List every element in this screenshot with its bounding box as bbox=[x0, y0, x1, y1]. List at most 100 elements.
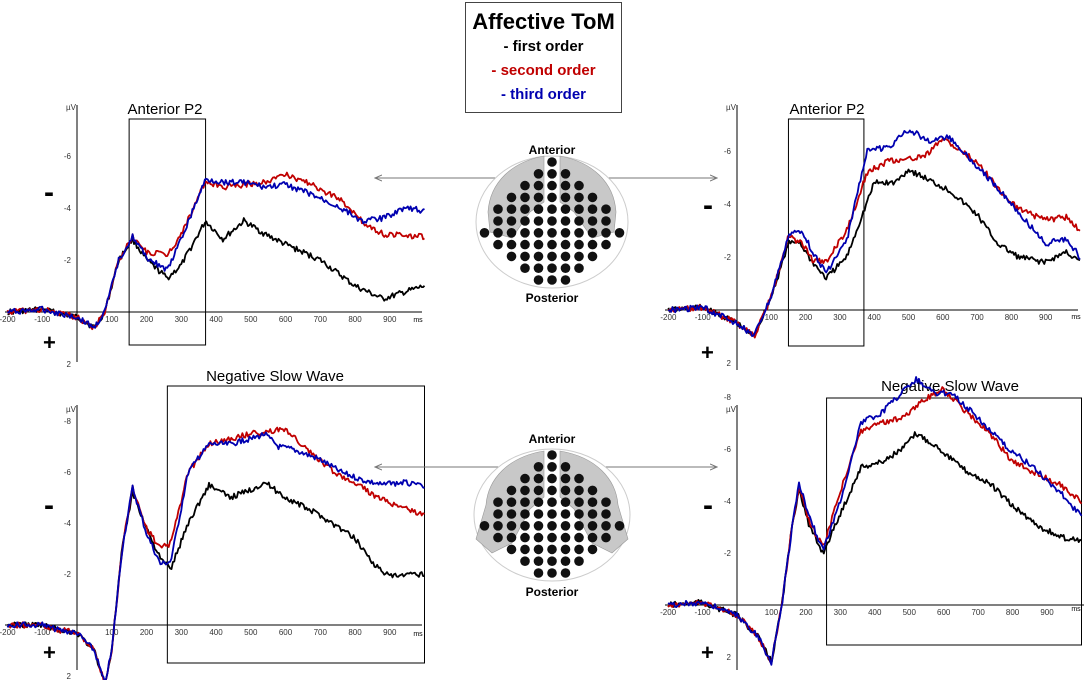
electrode-dot bbox=[601, 509, 611, 519]
x-tick-label: -100 bbox=[695, 313, 712, 322]
electrode-dot bbox=[587, 544, 598, 555]
x-tick-labels: -200 -100 100 200 300 400 500 600 700 800 900 bbox=[660, 313, 1053, 322]
erp-trace-second-order bbox=[6, 171, 425, 331]
electrode-dot bbox=[560, 180, 571, 191]
x-tick-label: -100 bbox=[34, 628, 51, 637]
erp-trace-second-order bbox=[667, 137, 1081, 339]
electrode-dot bbox=[533, 204, 544, 214]
y-tick-label: -6 bbox=[724, 445, 732, 454]
electrode-scalp-map-top: Anterior Posterior bbox=[375, 143, 717, 305]
x-tick-label: 500 bbox=[244, 315, 258, 324]
electrode-dot bbox=[587, 192, 598, 203]
electrode-dot bbox=[560, 521, 571, 531]
electrode-dot bbox=[533, 532, 544, 543]
electrode-dot bbox=[601, 521, 611, 531]
electrode-dot bbox=[533, 275, 544, 285]
x-tick-label: 700 bbox=[970, 313, 984, 322]
x-tick-label: 300 bbox=[834, 608, 848, 617]
x-tick-label: -200 bbox=[660, 313, 677, 322]
electrode-dot bbox=[560, 568, 571, 578]
y-axis-unit-label: µV bbox=[66, 405, 77, 414]
x-tick-label: 600 bbox=[279, 628, 293, 637]
x-tick-label: 900 bbox=[383, 315, 397, 324]
electrode-dot bbox=[547, 497, 557, 507]
electrode-grid bbox=[479, 157, 625, 285]
electrode-dot bbox=[506, 239, 517, 250]
posterior-label: Posterior bbox=[526, 291, 579, 305]
analysis-window-box bbox=[128, 118, 207, 346]
electrode-dot bbox=[587, 532, 598, 543]
erp-panel-bottom-right: µV - + Negative Slow Wave ms 2-2-4-6-8 -… bbox=[660, 376, 1084, 670]
electrode-dot bbox=[560, 485, 571, 496]
electrode-dot bbox=[533, 251, 544, 262]
electrode-dot bbox=[493, 216, 503, 226]
erp-trace-first-order bbox=[6, 481, 425, 680]
electrode-dot bbox=[560, 509, 571, 519]
y-tick-label: -2 bbox=[724, 549, 732, 558]
y-tick-label: -6 bbox=[64, 468, 72, 477]
x-tick-labels: -200 -100 100 200 300 400 500 600 700 800 900 bbox=[0, 628, 397, 637]
positive-polarity-marker: + bbox=[43, 330, 56, 355]
electrode-dot bbox=[601, 532, 611, 543]
electrode-dot bbox=[574, 180, 584, 191]
x-axis-unit-label: ms bbox=[413, 317, 423, 324]
electrode-dot bbox=[547, 180, 557, 191]
electrode-dot bbox=[574, 521, 584, 531]
electrode-dot bbox=[533, 169, 544, 179]
x-tick-label: 800 bbox=[1006, 608, 1020, 617]
x-tick-label: 600 bbox=[937, 608, 951, 617]
y-axis-unit-label: µV bbox=[726, 103, 737, 112]
x-tick-label: 200 bbox=[140, 315, 154, 324]
waveform-traces bbox=[6, 426, 425, 680]
y-tick-label: 2 bbox=[727, 359, 732, 368]
x-tick-label: 400 bbox=[868, 608, 882, 617]
anterior-label: Anterior bbox=[529, 143, 576, 157]
y-tick-label: -8 bbox=[64, 417, 72, 426]
electrode-dot bbox=[560, 216, 571, 226]
electrode-dot bbox=[547, 462, 557, 472]
electrode-dot bbox=[493, 228, 503, 238]
y-axis-unit-label: µV bbox=[726, 405, 737, 414]
electrode-dot bbox=[520, 239, 530, 250]
x-tick-label: 100 bbox=[765, 313, 779, 322]
electrode-dot bbox=[533, 568, 544, 578]
y-tick-label: 2 bbox=[67, 360, 72, 369]
electrode-dot bbox=[533, 239, 544, 250]
electrode-dot bbox=[587, 204, 598, 214]
electrode-dot bbox=[520, 180, 530, 191]
x-tick-label: 200 bbox=[799, 313, 813, 322]
electrode-dot bbox=[506, 497, 517, 507]
electrode-dot bbox=[560, 497, 571, 507]
electrode-dot bbox=[587, 485, 598, 496]
electrode-dot bbox=[574, 204, 584, 214]
analysis-window-box bbox=[826, 397, 1082, 646]
electrode-dot bbox=[547, 532, 557, 543]
x-tick-label: 900 bbox=[383, 628, 397, 637]
x-tick-label: 600 bbox=[279, 315, 293, 324]
electrode-dot bbox=[547, 157, 557, 167]
electrode-dot bbox=[520, 192, 530, 203]
electrode-dot bbox=[601, 228, 611, 238]
x-tick-label: 300 bbox=[833, 313, 847, 322]
electrode-grid bbox=[479, 450, 625, 578]
electrode-dot bbox=[493, 521, 503, 531]
y-tick-label: 2 bbox=[67, 672, 72, 680]
y-tick-label: -4 bbox=[724, 497, 732, 506]
electrode-dot bbox=[547, 263, 557, 273]
electrode-dot bbox=[574, 497, 584, 507]
electrode-dot bbox=[547, 485, 557, 496]
electrode-dot bbox=[574, 251, 584, 262]
anterior-label: Anterior bbox=[529, 432, 576, 446]
panel-title: Negative Slow Wave bbox=[206, 368, 344, 385]
y-tick-label: -4 bbox=[64, 519, 72, 528]
electrode-dot bbox=[506, 216, 517, 226]
x-tick-labels: -200 -100 100 200 300 400 500 600 700 800 900 bbox=[0, 315, 397, 324]
electrode-dot bbox=[479, 228, 490, 238]
electrode-dot bbox=[587, 239, 598, 250]
electrode-dot bbox=[560, 275, 571, 285]
electrode-dot bbox=[547, 169, 557, 179]
electrode-dot bbox=[560, 544, 571, 555]
erp-panel-bottom-left: µV - + Negative Slow Wave ms 2 -2 -4 -6 -8 -… bbox=[0, 368, 425, 680]
electrode-dot bbox=[574, 532, 584, 543]
